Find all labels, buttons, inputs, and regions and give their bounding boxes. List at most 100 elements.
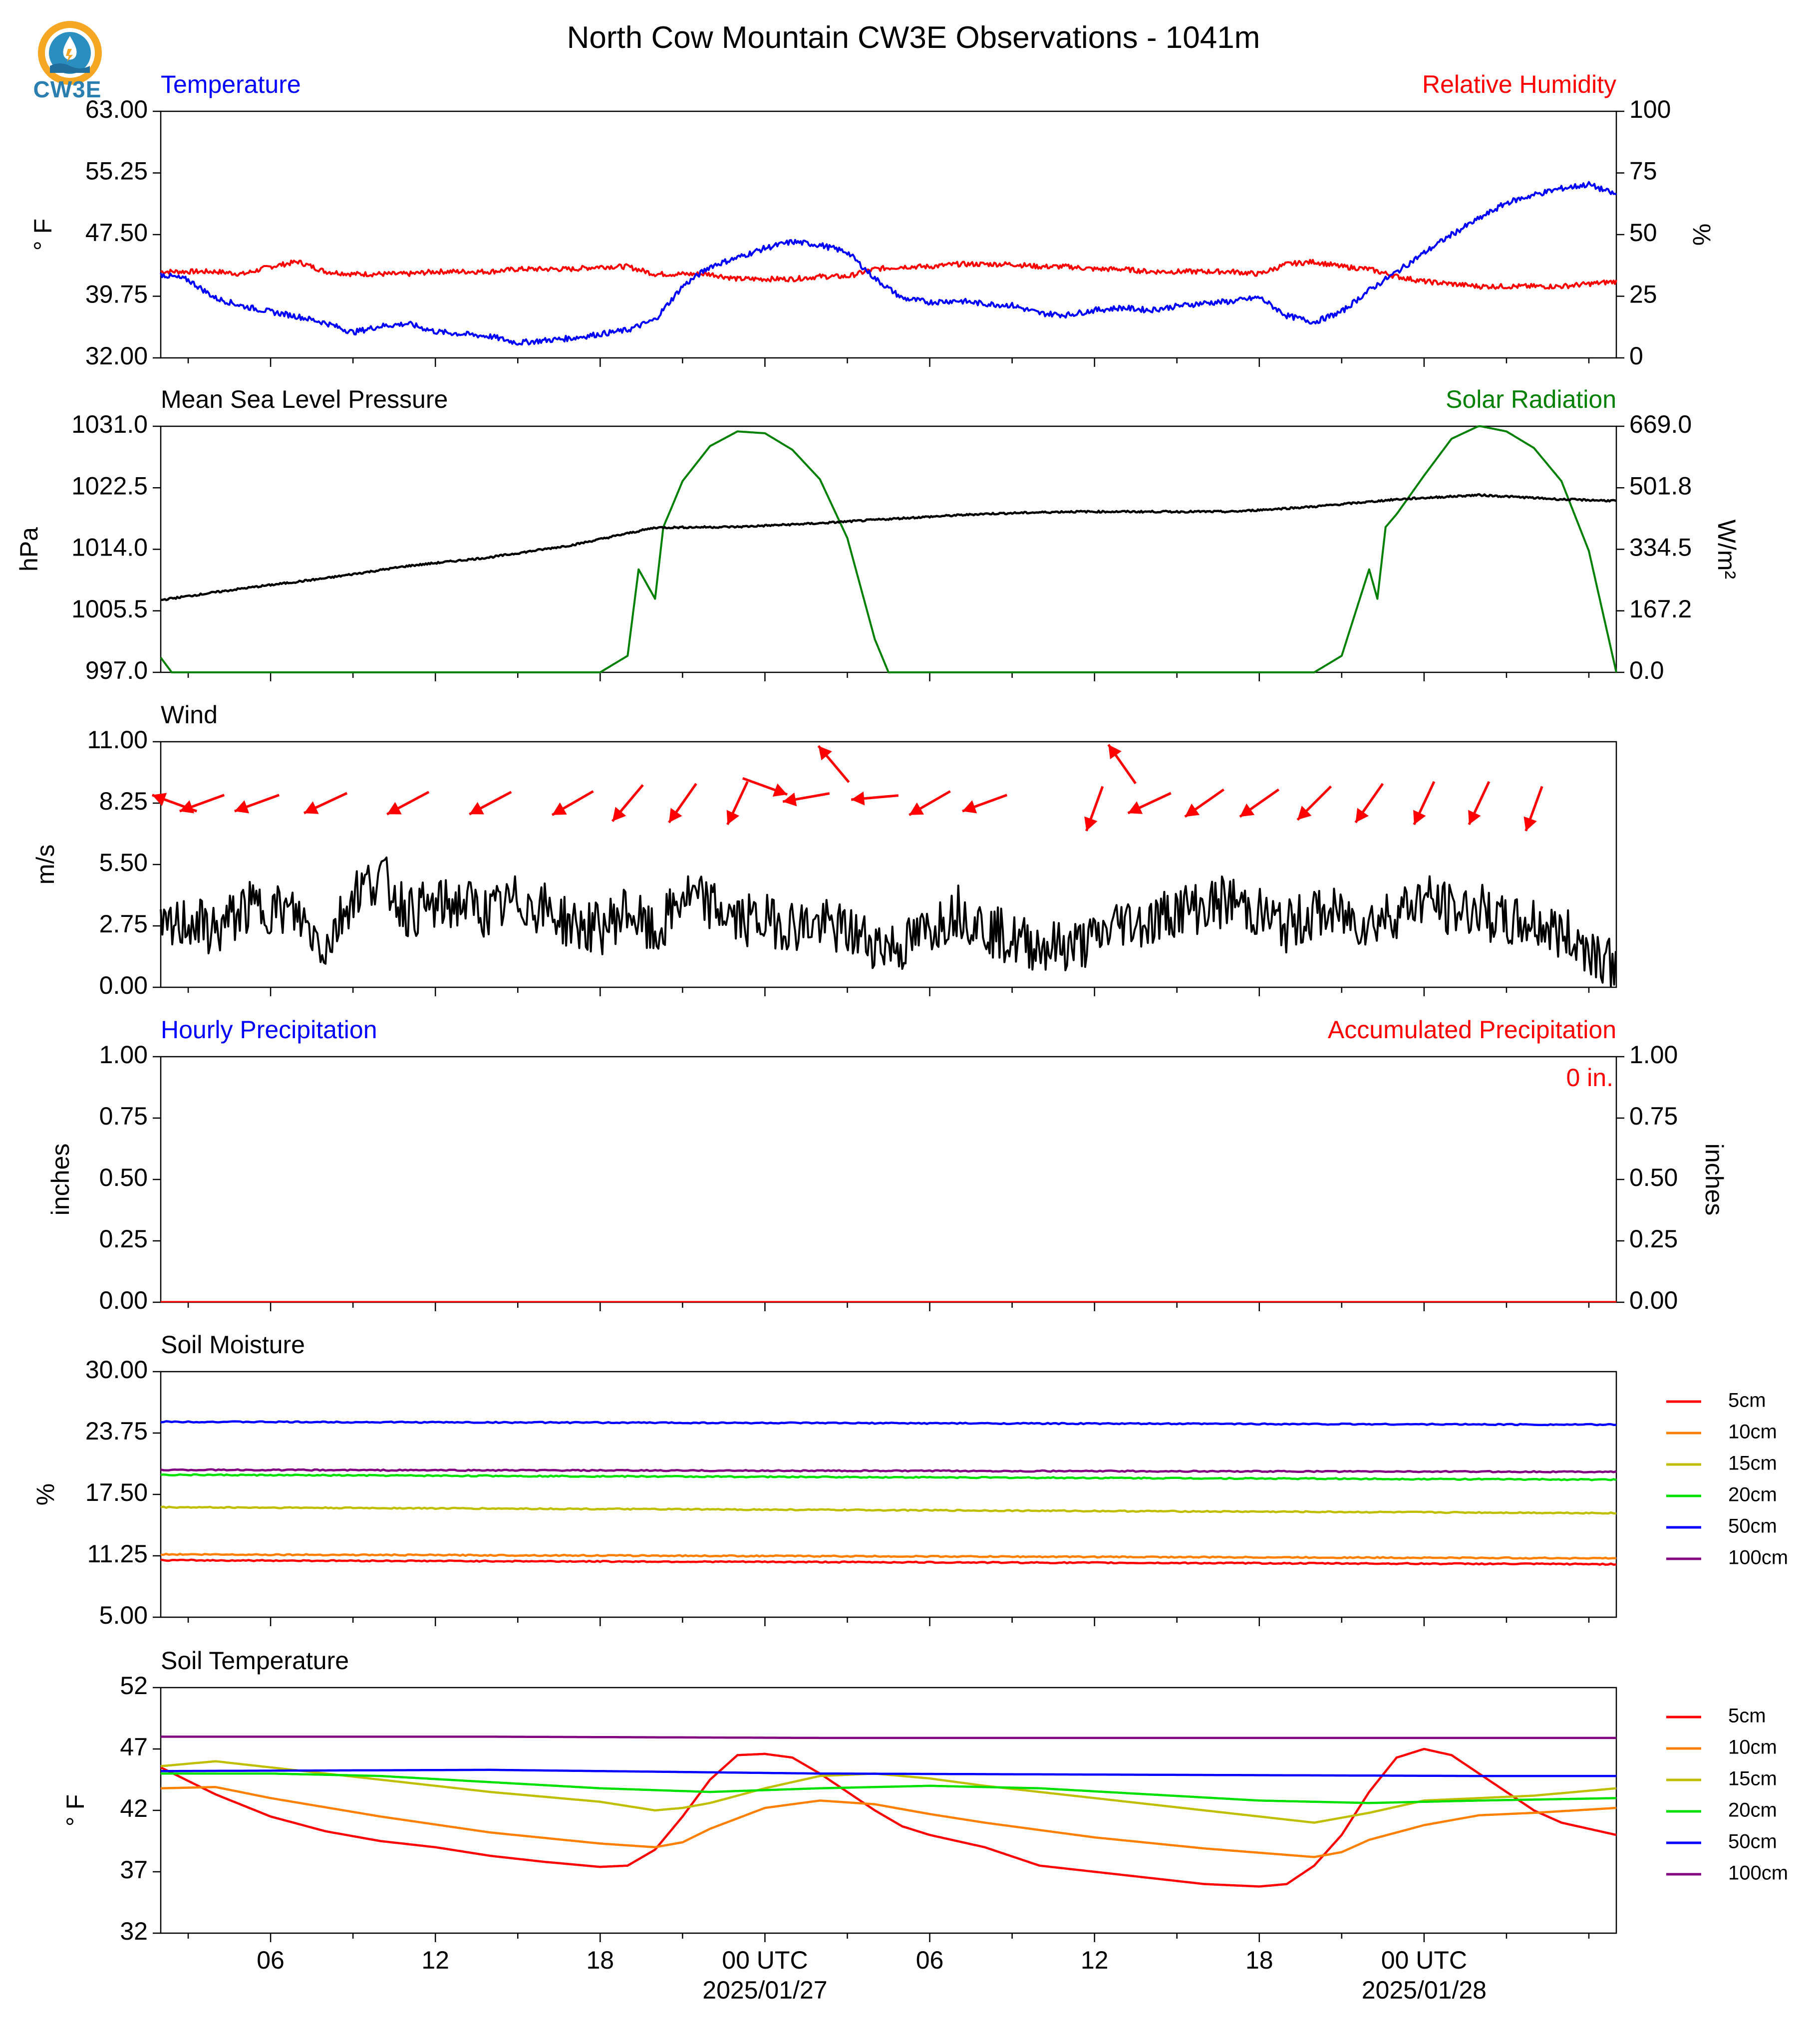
panel-frame-4 <box>160 1056 1617 1303</box>
panel-title-accum-precip: Accumulated Precipitation <box>1328 1016 1616 1044</box>
y-tick-label: 5.00 <box>99 1601 148 1629</box>
y-tick-label-right: 1.00 <box>1629 1041 1678 1069</box>
y-tick-label: 0.75 <box>99 1102 148 1130</box>
soil-moisture-line-15cm <box>160 1505 1617 1515</box>
logo-text: CW3E <box>33 76 102 102</box>
panel-title-soil-moisture: Soil Moisture <box>161 1331 305 1359</box>
panel-title-solar: Solar Radiation <box>1446 385 1616 413</box>
y-axis-label: inches <box>46 1144 74 1216</box>
wind-arrow-head <box>1413 810 1426 825</box>
y-tick-label: 5.50 <box>99 849 148 876</box>
temperature-line <box>160 181 1617 346</box>
panel-frame-5 <box>160 1371 1617 1618</box>
wind-arrow-head <box>909 802 924 815</box>
x-tick-label: 00 UTC <box>722 1946 808 1974</box>
y-axis-label: % <box>31 1483 59 1505</box>
soil-temperature-line-20cm <box>161 1772 1617 1804</box>
y-tick-label-right: 669.0 <box>1629 410 1692 438</box>
solar-line <box>160 425 1617 673</box>
legend-label-5cm: 5cm <box>1728 1390 1766 1412</box>
soil-moisture-line-5cm <box>160 1558 1617 1566</box>
x-tick-label: 00 UTC <box>1381 1946 1467 1974</box>
y-tick-label-right: 75 <box>1629 157 1657 185</box>
chart-title: North Cow Mountain CW3E Observations - 1… <box>567 20 1260 55</box>
y-tick-label-right: 167.2 <box>1629 595 1692 623</box>
y-tick-label: 11.25 <box>87 1540 148 1568</box>
wind-arrow-head <box>304 801 319 814</box>
y-tick-label: 0.00 <box>99 971 148 999</box>
wind-arrow-head <box>1108 744 1122 760</box>
y-tick-label-right: 0.0 <box>1629 656 1664 684</box>
y-tick-label: 0.25 <box>99 1225 148 1253</box>
wind-arrow-head <box>783 792 797 807</box>
legend-label-100cm: 100cm <box>1728 1862 1788 1884</box>
y-tick-label: 1031.0 <box>71 410 148 438</box>
y-tick-label: 30.00 <box>85 1356 148 1384</box>
legend-label-20cm: 20cm <box>1728 1799 1777 1821</box>
wind-arrow-head <box>469 802 484 815</box>
y-axis-label: ° F <box>29 219 57 251</box>
y-tick-label: 52 <box>120 1672 148 1700</box>
soil-temperature-line-50cm <box>161 1768 1616 1777</box>
panel-frame-3 <box>160 741 1617 988</box>
x-tick-label: 06 <box>916 1946 944 1974</box>
wind-arrow-head <box>1523 816 1537 831</box>
legend-label-50cm: 50cm <box>1728 1831 1777 1853</box>
y-axis-label-right: inches <box>1700 1144 1728 1216</box>
y-tick-label-right: 100 <box>1629 95 1671 123</box>
x-tick-label: 18 <box>586 1946 614 1974</box>
wind-arrow-head <box>179 800 195 814</box>
y-tick-label: 32.00 <box>85 342 148 370</box>
y-tick-label-right: 0 <box>1629 342 1643 370</box>
x-date-label: 2025/01/27 <box>702 1976 827 2004</box>
y-tick-label: 8.25 <box>99 787 148 815</box>
y-axis-label-right: % <box>1688 224 1716 246</box>
soil-moisture-line-50cm <box>160 1420 1617 1427</box>
legend-label-50cm: 50cm <box>1728 1515 1777 1537</box>
panel-frame-6 <box>160 1687 1617 1934</box>
wind-arrow-head <box>1355 808 1369 823</box>
y-tick-label: 17.50 <box>85 1478 148 1506</box>
x-tick-label: 12 <box>1081 1946 1109 1974</box>
wind-arrow-head <box>234 800 250 814</box>
legend-label-20cm: 20cm <box>1728 1484 1777 1506</box>
wind-arrow-head <box>1185 803 1200 817</box>
wind-arrow-head <box>669 808 682 823</box>
wind-arrow-head <box>962 800 977 814</box>
panel-title-wind: Wind <box>161 701 218 729</box>
soil-temperature-line-5cm <box>160 1747 1617 1888</box>
y-tick-label: 1014.0 <box>71 534 148 562</box>
panel-title-soil-temperature: Soil Temperature <box>161 1647 349 1675</box>
y-tick-label: 63.00 <box>85 95 148 123</box>
wind-arrow-head <box>1239 803 1255 817</box>
soil-moisture-line-100cm <box>160 1468 1617 1473</box>
y-tick-label-right: 0.75 <box>1629 1102 1678 1130</box>
y-tick-label: 37 <box>120 1856 148 1884</box>
y-tick-label: 1.00 <box>99 1041 148 1069</box>
wind-arrow-head <box>552 802 567 815</box>
wind-arrow-head <box>1084 816 1098 831</box>
soil-moisture-line-10cm <box>160 1552 1616 1560</box>
panel-frame-2 <box>160 425 1617 673</box>
y-tick-label: 997.0 <box>85 656 148 684</box>
soil-moisture-line-20cm <box>160 1473 1617 1481</box>
y-tick-label: 1022.5 <box>71 472 148 500</box>
y-tick-label: 0.50 <box>99 1163 148 1191</box>
wind-arrow-head <box>152 793 167 806</box>
accum-precip-total: 0 in. <box>1566 1064 1613 1092</box>
y-tick-label: 55.25 <box>85 157 148 185</box>
y-tick-label-right: 501.8 <box>1629 472 1692 500</box>
wind-arrow-head <box>851 791 865 806</box>
y-tick-label-right: 334.5 <box>1629 534 1692 562</box>
y-tick-label: 32 <box>120 1917 148 1945</box>
y-axis-label: hPa <box>15 527 43 572</box>
y-tick-label: 47 <box>120 1733 148 1761</box>
soil-temperature-line-100cm <box>161 1736 1616 1739</box>
x-date-label: 2025/01/28 <box>1362 1976 1487 2004</box>
pressure-line <box>160 493 1617 601</box>
y-tick-label: 23.75 <box>85 1417 148 1445</box>
x-tick-label: 12 <box>421 1946 449 1974</box>
y-tick-label: 42 <box>120 1794 148 1822</box>
panel-title-hourly-precip: Hourly Precipitation <box>161 1016 377 1044</box>
